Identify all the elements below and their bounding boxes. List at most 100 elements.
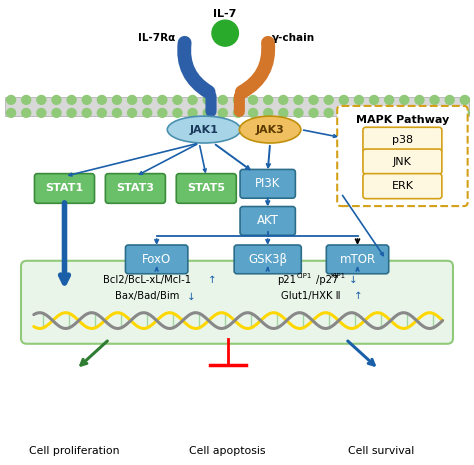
Circle shape <box>212 20 238 46</box>
Text: FoxO: FoxO <box>142 253 171 266</box>
FancyArrowPatch shape <box>184 43 209 92</box>
Circle shape <box>279 108 288 117</box>
Circle shape <box>67 108 76 117</box>
Circle shape <box>294 95 303 104</box>
Circle shape <box>219 108 228 117</box>
Circle shape <box>309 95 318 104</box>
Circle shape <box>385 108 394 117</box>
FancyBboxPatch shape <box>240 169 295 198</box>
Text: ↑: ↑ <box>208 275 217 285</box>
Text: ↓: ↓ <box>186 292 195 301</box>
Text: Bax/Bad/Bim: Bax/Bad/Bim <box>115 292 179 301</box>
Text: IL-7Rα: IL-7Rα <box>138 33 175 43</box>
Circle shape <box>52 95 61 104</box>
Circle shape <box>128 95 137 104</box>
Circle shape <box>7 108 16 117</box>
Text: Bcl2/BcL-xL/Mcl-1: Bcl2/BcL-xL/Mcl-1 <box>103 275 191 285</box>
FancyBboxPatch shape <box>176 173 237 203</box>
Text: Glut1/HXK Ⅱ: Glut1/HXK Ⅱ <box>281 292 340 301</box>
Circle shape <box>188 108 197 117</box>
Circle shape <box>339 95 348 104</box>
Circle shape <box>264 108 273 117</box>
Circle shape <box>430 108 439 117</box>
FancyBboxPatch shape <box>105 173 165 203</box>
Circle shape <box>158 95 167 104</box>
Circle shape <box>203 95 212 104</box>
Text: ERK: ERK <box>392 181 413 191</box>
Circle shape <box>248 108 257 117</box>
FancyBboxPatch shape <box>337 106 468 206</box>
Circle shape <box>173 95 182 104</box>
Text: p38: p38 <box>392 135 413 145</box>
Circle shape <box>203 108 212 117</box>
Ellipse shape <box>167 116 240 143</box>
Text: mTOR: mTOR <box>339 253 375 266</box>
Circle shape <box>415 95 424 104</box>
Circle shape <box>128 108 137 117</box>
FancyBboxPatch shape <box>234 245 301 274</box>
Circle shape <box>158 108 167 117</box>
FancyBboxPatch shape <box>126 245 188 274</box>
Text: KIP1: KIP1 <box>330 273 345 279</box>
Circle shape <box>143 108 152 117</box>
Circle shape <box>279 95 288 104</box>
Text: Cell survival: Cell survival <box>348 446 414 456</box>
Circle shape <box>234 95 242 104</box>
Text: STAT1: STAT1 <box>46 184 83 193</box>
FancyBboxPatch shape <box>240 206 295 235</box>
Text: JAK1: JAK1 <box>190 125 219 134</box>
Text: JAK3: JAK3 <box>255 125 284 134</box>
Circle shape <box>294 108 303 117</box>
Text: AKT: AKT <box>257 214 279 227</box>
Circle shape <box>248 95 257 104</box>
Circle shape <box>445 95 454 104</box>
Circle shape <box>309 108 318 117</box>
Text: γ-chain: γ-chain <box>272 33 315 43</box>
Circle shape <box>324 95 333 104</box>
Circle shape <box>22 108 31 117</box>
Circle shape <box>400 95 409 104</box>
FancyArrowPatch shape <box>242 43 268 92</box>
Circle shape <box>219 95 228 104</box>
Circle shape <box>370 95 379 104</box>
FancyBboxPatch shape <box>35 173 94 203</box>
Circle shape <box>22 95 31 104</box>
FancyBboxPatch shape <box>363 127 442 153</box>
Circle shape <box>7 95 16 104</box>
Text: STAT3: STAT3 <box>117 184 155 193</box>
Circle shape <box>460 108 469 117</box>
Circle shape <box>445 108 454 117</box>
Circle shape <box>430 95 439 104</box>
Circle shape <box>460 95 469 104</box>
Circle shape <box>112 108 121 117</box>
Text: ↓: ↓ <box>349 275 358 285</box>
Circle shape <box>67 95 76 104</box>
Circle shape <box>173 108 182 117</box>
Text: Cell apoptosis: Cell apoptosis <box>189 446 266 456</box>
Circle shape <box>400 108 409 117</box>
Circle shape <box>37 95 46 104</box>
Circle shape <box>339 108 348 117</box>
Text: ↑: ↑ <box>354 292 363 301</box>
Text: GSK3β: GSK3β <box>248 253 287 266</box>
Circle shape <box>355 108 364 117</box>
Circle shape <box>52 108 61 117</box>
Circle shape <box>112 95 121 104</box>
Circle shape <box>82 108 91 117</box>
FancyBboxPatch shape <box>326 245 389 274</box>
FancyBboxPatch shape <box>363 173 442 199</box>
Circle shape <box>234 108 242 117</box>
Text: PI3K: PI3K <box>255 177 281 190</box>
Text: /p27: /p27 <box>317 275 339 285</box>
FancyBboxPatch shape <box>363 149 442 174</box>
Text: MAPK Pathway: MAPK Pathway <box>356 115 449 125</box>
Circle shape <box>370 108 379 117</box>
Text: CIP1: CIP1 <box>297 273 312 279</box>
Bar <box>5 97 469 116</box>
Circle shape <box>37 108 46 117</box>
Circle shape <box>415 108 424 117</box>
Circle shape <box>264 95 273 104</box>
Text: p21: p21 <box>277 275 296 285</box>
Circle shape <box>355 95 364 104</box>
Text: STAT5: STAT5 <box>187 184 225 193</box>
